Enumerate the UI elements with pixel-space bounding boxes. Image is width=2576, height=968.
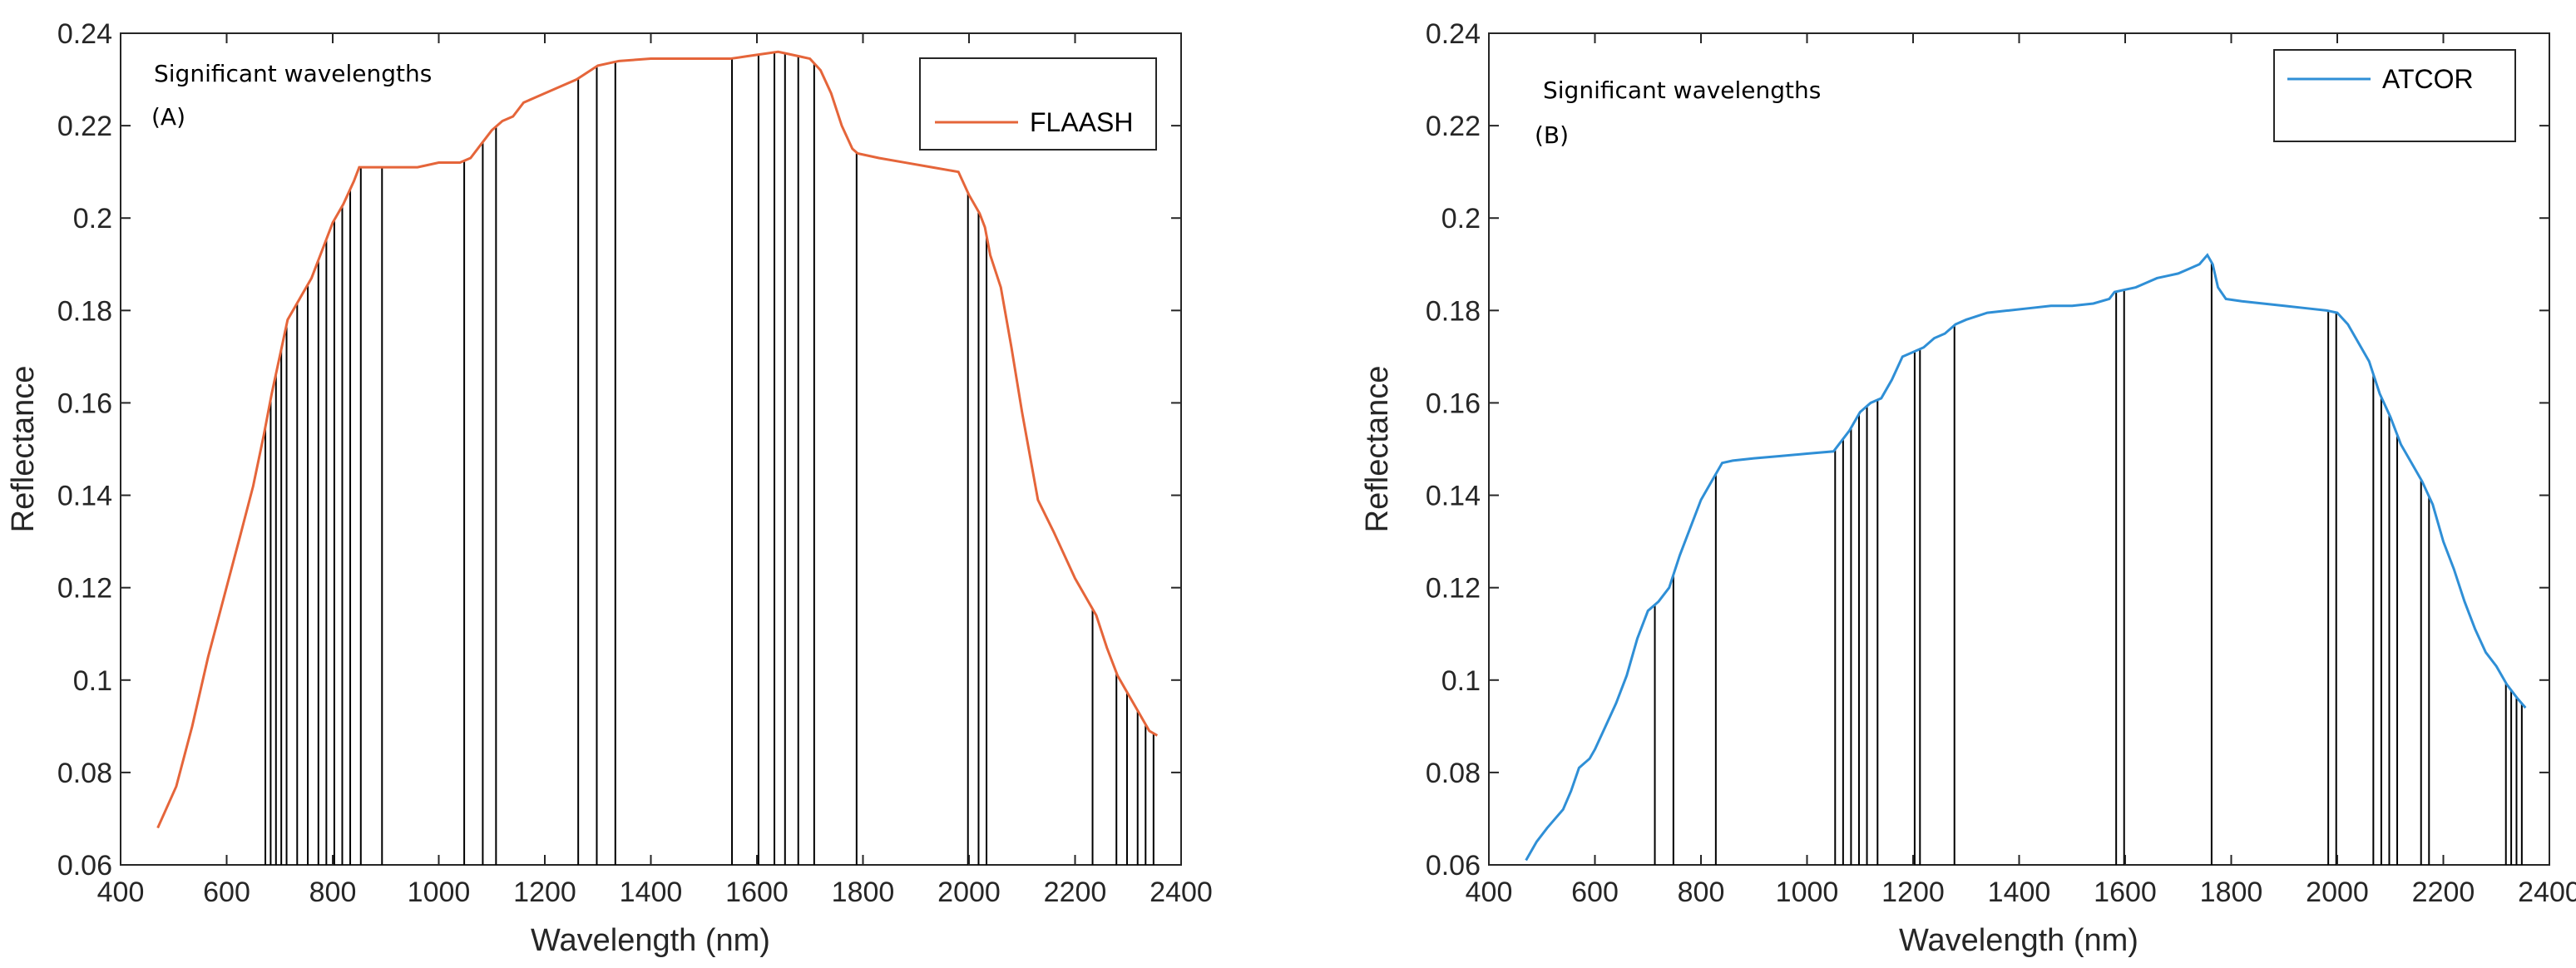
atcor-spectrum-line	[1525, 253, 2527, 862]
y-tick-label: 0.12	[1426, 573, 1481, 605]
x-tick-label: 2200	[1044, 877, 1107, 908]
y-tick-label: 0.16	[1426, 388, 1481, 419]
x-tick-label: 1200	[513, 877, 576, 908]
x-axis-title: Wavelength (nm)	[531, 923, 770, 958]
x-tick-label: 400	[1466, 877, 1513, 908]
x-tick-label: 1400	[620, 877, 683, 908]
y-tick-label: 0.2	[1441, 203, 1481, 235]
y-tick-label: 0.22	[57, 111, 112, 142]
x-tick-label: 2400	[1150, 877, 1213, 908]
panel-label: (A)	[151, 103, 185, 131]
y-axis-ticks: 0.06 0.08 0.1 0.12 0.14 0.16 0.18 0.2 0.22 0.24	[1426, 18, 2549, 882]
x-tick-label: 2400	[2518, 877, 2576, 908]
y-tick-label: 0.08	[1426, 758, 1481, 789]
x-tick-label: 1800	[2200, 877, 2263, 908]
legend: FLAASH	[919, 57, 1157, 151]
significant-wavelengths-annotation: Significant wavelengths	[1543, 77, 1821, 104]
y-axis-title: Reflectance	[6, 366, 41, 533]
y-tick-label: 0.24	[57, 18, 112, 50]
y-tick-label: 0.06	[1426, 850, 1481, 882]
y-tick-label: 0.18	[57, 295, 112, 327]
y-tick-label: 0.24	[1426, 18, 1481, 50]
x-tick-label: 1800	[832, 877, 895, 908]
x-tick-label: 1000	[1776, 877, 1839, 908]
significant-wavelengths-annotation: Significant wavelengths	[154, 60, 432, 87]
legend: ATCOR	[2273, 49, 2516, 142]
x-axis-ticks: 400 600 800 1000 1200 1400 1600 1800 2000 2200 240…	[97, 33, 1213, 908]
x-tick-label: 600	[1571, 877, 1619, 908]
y-tick-label: 0.16	[57, 388, 112, 419]
flaash-spectrum-line	[156, 50, 1159, 829]
x-tick-label: 1600	[2094, 877, 2157, 908]
x-tick-label: 2200	[2412, 877, 2475, 908]
x-tick-label: 1600	[725, 877, 789, 908]
legend-box	[2273, 49, 2516, 142]
plot-frame	[1488, 32, 2550, 866]
x-tick-label: 800	[1678, 877, 1725, 908]
x-tick-label: 2000	[2306, 877, 2369, 908]
y-tick-label: 0.2	[73, 203, 112, 235]
plot-frame	[120, 32, 1182, 866]
y-tick-label: 0.1	[1441, 665, 1481, 697]
x-axis-title: Wavelength (nm)	[1899, 923, 2138, 958]
y-tick-label: 0.08	[57, 758, 112, 789]
y-tick-label: 0.06	[57, 850, 112, 882]
panel-b-atcor: 0.06 0.08 0.1 0.12 0.14 0.16 0.18 0.2 0.22 0.24 4…	[1360, 18, 2576, 958]
legend-label: ATCOR	[2382, 64, 2474, 94]
panel-label: (B)	[1535, 121, 1569, 149]
legend-box	[919, 57, 1157, 151]
x-tick-label: 400	[97, 877, 145, 908]
y-tick-label: 0.1	[73, 665, 112, 697]
y-tick-label: 0.14	[1426, 481, 1481, 512]
x-tick-label: 2000	[937, 877, 1001, 908]
y-tick-label: 0.14	[57, 481, 112, 512]
x-tick-label: 600	[203, 877, 250, 908]
x-tick-label: 800	[309, 877, 357, 908]
legend-label: FLAASH	[1030, 107, 1133, 137]
panel-a-flaash: 0.06 0.08 0.1 0.12 0.14 0.16 0.18 0.2 0.22 0.24 4…	[6, 18, 1213, 958]
y-tick-label: 0.22	[1426, 111, 1481, 142]
significant-wavelength-lines	[1654, 262, 2523, 865]
x-tick-label: 1400	[1988, 877, 2051, 908]
y-axis-ticks: 0.06 0.08 0.1 0.12 0.14 0.16 0.18 0.2 0.22 0.24	[57, 18, 1181, 882]
y-tick-label: 0.18	[1426, 295, 1481, 327]
y-tick-label: 0.12	[57, 573, 112, 605]
x-tick-label: 1200	[1881, 877, 1945, 908]
x-tick-label: 1000	[408, 877, 471, 908]
y-axis-title: Reflectance	[1360, 366, 1395, 533]
x-axis-ticks: 400 600 800 1000 1200 1400 1600 1800 2000 2200 240…	[1466, 33, 2576, 908]
significant-wavelength-lines	[265, 52, 1155, 865]
